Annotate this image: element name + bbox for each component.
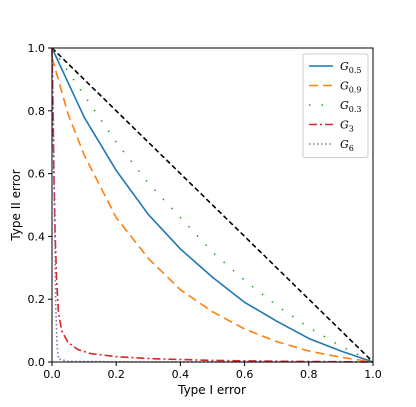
y-tick-label: 0.2 (28, 293, 46, 306)
legend-box (302, 53, 369, 158)
x-tick-label: 0.2 (107, 368, 125, 381)
y-tick-label: 0.4 (28, 230, 46, 243)
x-tick-label: 0.6 (236, 368, 254, 381)
plot-frame (51, 47, 374, 363)
series-line-g-3 (51, 47, 374, 363)
y-tick-label: 0.0 (28, 356, 46, 369)
x-axis-label: Type I error (177, 383, 246, 397)
y-axis-label: Type II error (9, 169, 23, 241)
y-tick-label: 0.8 (28, 105, 46, 118)
y-tick-label: 0.6 (28, 168, 46, 181)
y-tick-label: 1.0 (28, 42, 46, 55)
x-tick-label: 0.0 (43, 368, 61, 381)
x-tick-label: 1.0 (364, 368, 382, 381)
x-tick-label: 0.8 (300, 368, 318, 381)
series-line-g-0-5 (51, 47, 374, 363)
axes: 0.0 0.2 0.4 0.6 0.8 1.0 0.0 0.2 0.4 0.6 0.8 1.0 (28, 42, 382, 381)
reference-diagonal-line (51, 47, 374, 363)
x-tick-label: 0.4 (172, 368, 190, 381)
